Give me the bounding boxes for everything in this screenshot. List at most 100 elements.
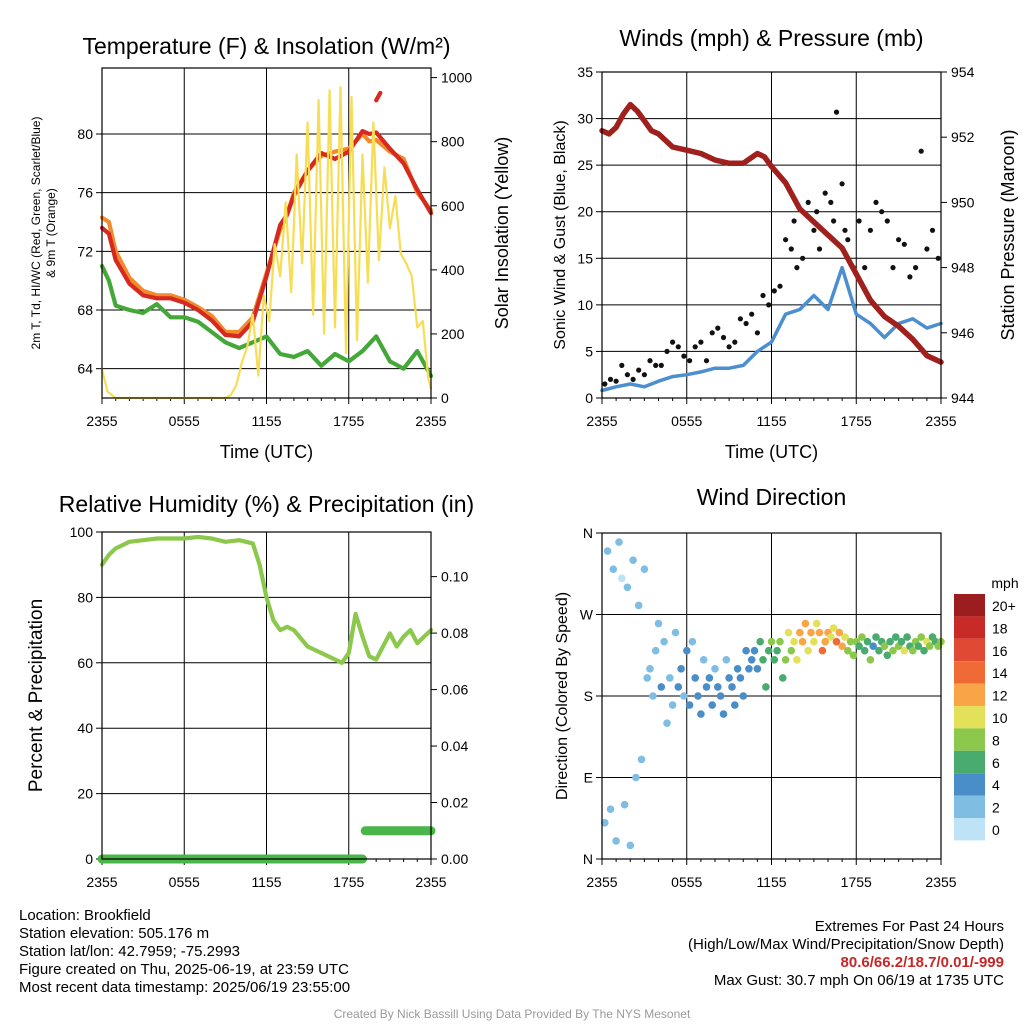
gust-point: [720, 334, 727, 341]
direction-point: [821, 637, 829, 646]
direction-point: [776, 637, 784, 646]
y-tick-label: 40: [77, 720, 93, 736]
y-tick-label: 60: [77, 655, 93, 671]
gust-point: [879, 209, 885, 215]
wind-xlabel: Time (UTC): [725, 442, 818, 462]
y-tick-label: 35: [577, 64, 593, 80]
direction-point: [866, 656, 875, 664]
direction-point: [666, 674, 674, 682]
gust-point: [794, 265, 800, 271]
direction-point: [897, 637, 906, 646]
direction-point: [793, 656, 801, 664]
created-text: Figure created on Thu, 2025-06-19, at 23…: [19, 961, 349, 978]
elevation-text: Station elevation: 505.176 m: [19, 925, 210, 942]
y-right-tick-label: 0.02: [441, 795, 468, 811]
y-tick-label: 10: [577, 297, 593, 313]
plot-frame: [101, 531, 432, 860]
gust-point: [833, 109, 840, 115]
location-text: Location: Brookfield: [19, 907, 151, 924]
direction-point: [804, 646, 812, 655]
gust-point: [867, 227, 874, 233]
y-tick-label: 72: [77, 243, 93, 259]
direction-point: [872, 633, 880, 641]
legend-swatch: [954, 773, 985, 796]
direction-point: [838, 642, 846, 650]
direction-point: [643, 674, 651, 682]
gust-point: [743, 320, 749, 327]
x-tick-label: 1155: [756, 874, 786, 890]
direction-point: [685, 701, 694, 709]
y-right-tick-label: 950: [951, 194, 975, 210]
direction-point: [632, 773, 640, 782]
gust-point: [715, 325, 721, 331]
direction-point: [711, 665, 719, 673]
direction-point: [640, 565, 649, 573]
plot-frame: [601, 71, 942, 399]
direction-point: [917, 633, 925, 641]
gust-point: [896, 237, 902, 243]
direction-point: [818, 646, 827, 655]
legend-swatch: [954, 728, 985, 751]
y-tick-label: 80: [77, 589, 93, 605]
direction-point: [779, 674, 787, 682]
gust-point: [749, 311, 755, 317]
y-right-tick-label: 0.08: [441, 625, 468, 641]
direction-point: [750, 646, 759, 655]
direction-point: [725, 674, 733, 682]
direction-point: [787, 646, 796, 655]
direction-point: [762, 683, 770, 691]
direction-point: [612, 837, 620, 845]
gust-point: [845, 237, 851, 243]
direction-point: [753, 665, 762, 673]
gust-point: [641, 372, 648, 378]
direction-point: [677, 665, 685, 673]
wind-speed-line: [600, 265, 943, 393]
legend-label: 4: [992, 777, 1000, 793]
wind-panel-group: 0 5 10 15 20 25 30 35 944 946 948 950 952 954 2355 0555…: [552, 25, 1018, 462]
gust-point: [800, 255, 806, 261]
direction-point: [634, 601, 643, 610]
gust-point: [805, 199, 811, 205]
direction-point: [668, 701, 677, 709]
direction-point: [880, 642, 889, 650]
direction-point: [688, 637, 697, 646]
legend-label: 6: [992, 755, 1000, 771]
direction-point: [618, 574, 626, 583]
extremes-subtitle: (High/Low/Max Wind/Precipitation/Snow De…: [688, 936, 1004, 953]
direction-point: [764, 646, 773, 655]
y-tick-label: S: [584, 688, 593, 704]
x-tick-label: 1755: [333, 413, 364, 429]
wind-title: Winds (mph) & Pressure (mb): [619, 25, 923, 51]
gust-point: [698, 339, 704, 345]
y-tick-label: N: [583, 525, 593, 541]
direction-point: [909, 646, 917, 655]
gust-point: [842, 227, 848, 233]
gust-point: [839, 181, 845, 187]
x-tick-label: 1755: [333, 874, 364, 890]
extremes-values: 80.6/66.2/18.7/0.01/-999: [840, 954, 1004, 971]
extremes-info: Extremes For Past 24 Hours (High/Low/Max…: [688, 918, 1004, 990]
y-tick-label: 30: [577, 111, 593, 127]
gust-point: [901, 241, 907, 247]
gust-point: [647, 358, 653, 364]
legend-swatch: [954, 750, 985, 774]
direction-point: [620, 800, 629, 809]
direction-point: [660, 637, 668, 646]
y-tick-label: 25: [577, 157, 593, 173]
direction-point: [883, 651, 892, 660]
gust-point: [613, 378, 619, 384]
direction-point: [849, 651, 858, 660]
direction-point: [841, 633, 849, 641]
max-gust-text: Max Gust: 30.7 mph On 06/19 at 1735 UTC: [713, 972, 1004, 989]
y-tick-label: 15: [577, 250, 593, 266]
direction-point: [869, 642, 877, 650]
y-tick-label: 100: [70, 524, 94, 540]
y-right-tick-label: 0.04: [441, 738, 468, 754]
x-tick-label: 1155: [756, 413, 786, 429]
y-tick-label: N: [583, 851, 593, 867]
recent-data-text: Most recent data timestamp: 2025/06/19 2…: [19, 979, 351, 996]
direction-point: [623, 583, 632, 592]
x-tick-label: 2355: [86, 413, 117, 429]
plot-frame: [101, 67, 432, 399]
y-right-tick-label: 800: [441, 134, 465, 150]
